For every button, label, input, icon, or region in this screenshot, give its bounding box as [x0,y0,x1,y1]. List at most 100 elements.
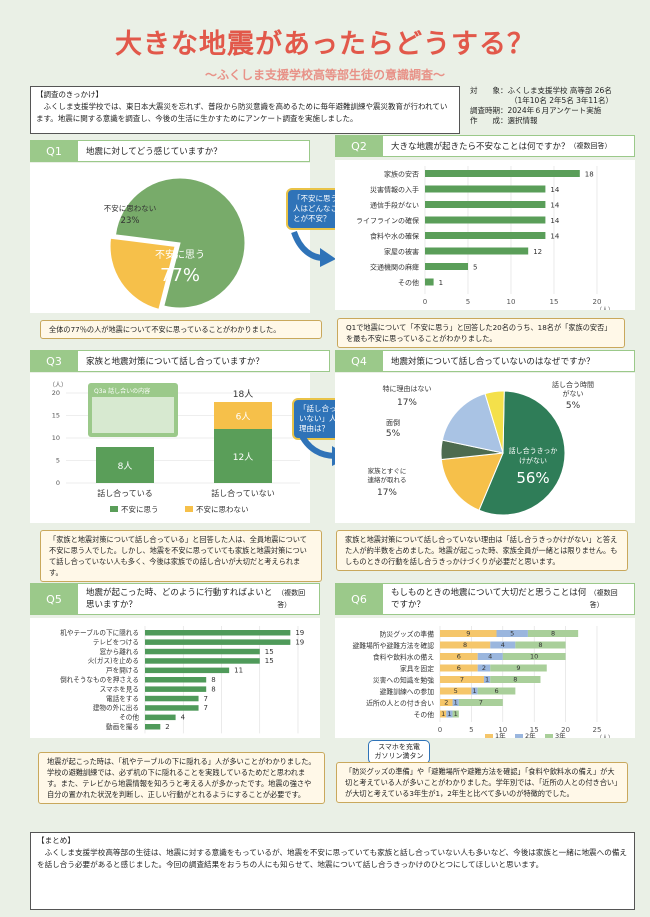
bar-value: 8 [513,676,517,684]
bar-value: 12人 [233,452,253,463]
q6-tag: Q6 [335,583,383,615]
pie-label: 不安に思わない [104,203,157,213]
x-tick-label: 0 [143,737,147,738]
category-label: スマホを見る [100,685,139,693]
category-label: 近所の人との付き合い [366,699,434,708]
q2-chart-panel: 05101520（人）家族の安否18災害情報の入手14通信手段がない14ライフラ… [335,160,635,314]
bar-segment [440,653,478,660]
x-tick-label: 0 [438,726,442,734]
bar-value: 18 [585,171,594,179]
bar-segment [440,676,484,683]
q6-question-text: もしものときの地震について大切だと思うことは何ですか？ [391,588,587,610]
bar [145,648,260,655]
bar-value: 12 [533,248,542,256]
bar-segment [214,402,272,429]
poster-subtitle: ～ふくしま支援学校高等部生徒の意識調査～ [204,68,445,82]
q2-question-sub: （複数回答） [569,142,612,150]
summary-body: ふくしま支援学校高等部の生徒は、地震に対する意識をもっているが、地震を不安に思っ… [37,848,628,869]
bar-value: 8 [211,676,215,684]
legend-swatch [485,734,493,738]
pie-value: 5% [386,429,401,439]
pie-label: 不安に思う [155,248,205,261]
survey-meta: 対 象：ふくしま支援学校 高等部 26名 （1年10名 2年5名 3年11名） … [470,86,635,126]
pie-label: 面倒 [386,418,400,427]
category-label: 通信手段がない [370,201,419,210]
q5-header: Q5 地震が起こった時、どのように行動すればよいと思いますか？ （複数回答） [30,583,320,615]
bar-segment [515,641,566,649]
q6-stacked-bar-chart: 0510152025（人）防災グッズの準備958避難場所や避難方法を確認848食… [352,626,614,742]
bar-value: 8 [551,630,555,638]
y-tick-label: 0 [56,479,60,487]
bar-segment [458,699,503,706]
bar-value: 8 [463,641,467,649]
x-tick-label: 15 [550,298,559,306]
axis-unit: （人） [596,735,614,738]
bar-segment [440,664,478,672]
bar-total: 18人 [233,389,253,400]
x-tick-label: 15 [530,726,539,734]
bar-segment [440,630,497,637]
bar-segment [96,447,154,483]
intro-box: 【調査のきっかけ】 ふくしま支援学校では、東日本大震災を忘れず、普段から防災意識… [30,86,460,134]
bar-value: 1 [454,710,458,718]
bar-value: 6 [494,687,498,695]
bar-value: 1 [472,687,476,695]
q1-chart-panel: 不安に思う 77% 不安に思わない 23% [30,163,310,313]
bar-segment [440,710,447,718]
bar-segment [471,687,478,695]
bar-value: 19 [295,638,304,646]
category-label: ライフラインの確保 [356,216,419,225]
bar-value: 1 [454,699,458,707]
meta-line-3: 調査時期：2024年６月アンケート実施 [470,106,602,115]
q3a-inset-title: Q3a 話し合いの内容 [94,387,150,395]
q3-tag: Q3 [30,350,78,372]
bar [425,247,529,255]
q3-note: 「家族と地震対策について話し合っている」と回答した人は、全員地震について不安に思… [40,530,322,582]
bar-value: 11 [234,667,243,675]
x-tick-label: 10 [507,298,516,306]
bar-value: 15 [265,648,274,656]
bar-value: 14 [550,217,559,225]
pie-label: がない [563,389,584,398]
pie-slice [478,390,566,516]
category-label: 火(ガス)を止める [88,656,139,665]
y-tick-label: 15 [52,412,60,420]
q2-tag: Q2 [335,135,383,157]
bar-segment [477,653,503,660]
legend-label: 2年 [525,731,536,738]
pie-label: 連絡が取れる [368,475,407,484]
q3-question: 家族と地震対策について話し合っていますか？ [78,350,330,372]
x-tick-label: 5 [181,737,185,738]
axis-unit: （人） [596,307,614,310]
bar-value: 4 [501,641,505,649]
category-label: 家具を固定 [400,664,434,673]
legend-label: 3年 [555,731,566,738]
q3-header: Q3 家族と地震対策について話し合っていますか？ [30,350,330,372]
bar-segment [490,641,516,649]
q1-header: Q1 地震に対してどう感じていますか？ [30,140,310,162]
bar [145,724,161,730]
bar-value: 14 [550,233,559,241]
q6-chart-panel: 0510152025（人）防災グッズの準備958避難場所や避難方法を確認848食… [335,618,635,742]
q5-question-sub: （複数回答） [277,589,306,609]
bar-value: 1 [447,710,451,718]
bar-segment [452,699,459,706]
bar-value: 7 [479,699,483,707]
bar-segment [452,710,459,718]
legend-swatch [545,734,553,738]
category-label: 建物の外に出る [93,703,139,712]
pie-slice [109,237,176,310]
bar-value: 14 [550,202,559,210]
bar-segment [477,664,491,672]
bar-value: 8 [538,641,542,649]
bar [425,278,434,286]
q6-header: Q6 もしものときの地震について大切だと思うことは何ですか？ （複数回答） [335,583,635,615]
bar-value: 7 [460,676,464,684]
y-tick-label: 20 [52,389,60,397]
category-label: 机やテーブルの下に隠れる [60,628,139,637]
pie-label: 話し合うきっか [509,446,558,455]
meta-line-1: 対 象：ふくしま支援学校 高等部 26名 [470,86,612,95]
q5-tag: Q5 [30,583,78,615]
